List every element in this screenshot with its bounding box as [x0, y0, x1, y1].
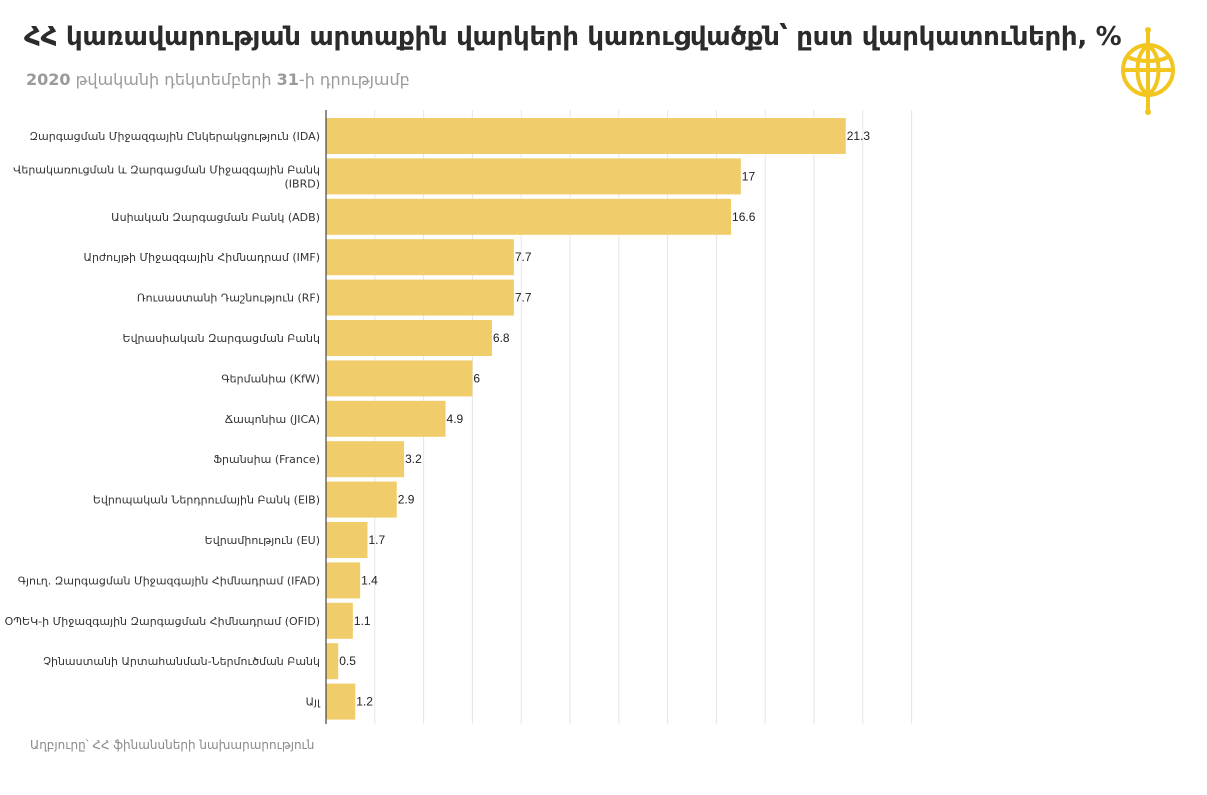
bar-chart: Զարգացման Միջազգային Ընկերակցություն (ID…	[5, 110, 913, 724]
bar	[326, 320, 492, 356]
bar	[326, 643, 339, 680]
value-label: 2.9	[398, 493, 415, 507]
value-label: 1.1	[354, 614, 371, 628]
value-label: 1.7	[368, 533, 385, 547]
value-label: 6	[473, 371, 480, 385]
category-label: Գերմանիա (KfW)	[221, 372, 320, 385]
category-label: Ֆրանսիա (France)	[213, 453, 320, 466]
category-label: Եվրոպական Ներդրումային Բանկ (EIB)	[93, 494, 320, 507]
category-labels: Զարգացման Միջազգային Ընկերակցություն (ID…	[5, 130, 321, 709]
bar	[326, 562, 361, 599]
category-label: Ճապոնիա (JICA)	[225, 413, 320, 426]
subtitle-year: 2020	[26, 70, 71, 89]
bar	[326, 239, 514, 276]
bar	[326, 279, 514, 316]
value-label: 3.2	[405, 452, 422, 466]
value-label: 0.5	[339, 654, 356, 668]
category-label: Զարգացման Միջազգային Ընկերակցություն (ID…	[30, 130, 320, 143]
value-label: 7.7	[515, 250, 532, 264]
bar	[326, 198, 732, 235]
category-label: Արժույթի Միջազգային Հիմնադրամ (IMF)	[84, 251, 320, 264]
value-label: 1.4	[361, 573, 378, 587]
globe-logo-icon	[1121, 27, 1175, 115]
bar	[326, 683, 356, 720]
category-label: Գյուղ. Զարգացման Միջազգային Հիմնադրամ (I…	[18, 574, 320, 587]
subtitle-text: թվականի դեկտեմբերի	[70, 70, 277, 89]
category-label: Չինաստանի Արտահանման-Ներմուծման Բանկ	[43, 655, 320, 668]
value-label: 6.8	[493, 331, 510, 345]
category-label: Ասիական Զարգացման Բանկ (ADB)	[111, 211, 320, 224]
category-label: (IBRD)	[285, 177, 321, 190]
category-label: ՕՊԵԿ-ի Միջազգային Զարգացման Հիմնադրամ (O…	[5, 615, 320, 628]
subtitle-end: -ի դրությամբ	[298, 70, 410, 89]
category-label: Եվրասիական Զարգացման Բանկ	[123, 332, 320, 345]
source-note: Աղբյուրը՝ ՀՀ ֆինանսների նախարարություն	[30, 738, 315, 752]
bar	[326, 441, 405, 478]
value-label: 7.7	[515, 291, 532, 305]
bar	[326, 481, 397, 518]
value-labels: 21.3 17 16.6 7.7 7.7 6.8 6 4.9 3.2 2.9 1.7 1.4 1.1 0.…	[339, 129, 870, 709]
chart-subtitle: 2020 թվականի դեկտեմբերի 31-ի դրությամբ	[26, 70, 410, 89]
bar	[326, 360, 473, 397]
chart-title: ՀՀ կառավարության արտաքին վարկերի կառուցվ…	[24, 22, 1122, 52]
category-label: Վերակառուցման և Զարգացման Միջազգային Բան…	[13, 163, 320, 176]
bar	[326, 522, 368, 558]
bar	[326, 118, 846, 154]
bar	[326, 158, 741, 195]
value-label: 1.2	[356, 695, 373, 709]
bar-series	[326, 118, 846, 720]
value-label: 21.3	[847, 129, 871, 143]
subtitle-day: 31	[276, 70, 299, 89]
bar	[326, 400, 446, 437]
value-label: 17	[742, 169, 756, 183]
category-label: Ռուսաստանի Դաշնություն (RF)	[137, 292, 320, 305]
category-label: Եվրամիություն (EU)	[205, 534, 320, 547]
category-label: Այլ	[306, 696, 321, 709]
value-label: 4.9	[447, 412, 464, 426]
bar	[326, 602, 353, 639]
value-label: 16.6	[732, 210, 756, 224]
